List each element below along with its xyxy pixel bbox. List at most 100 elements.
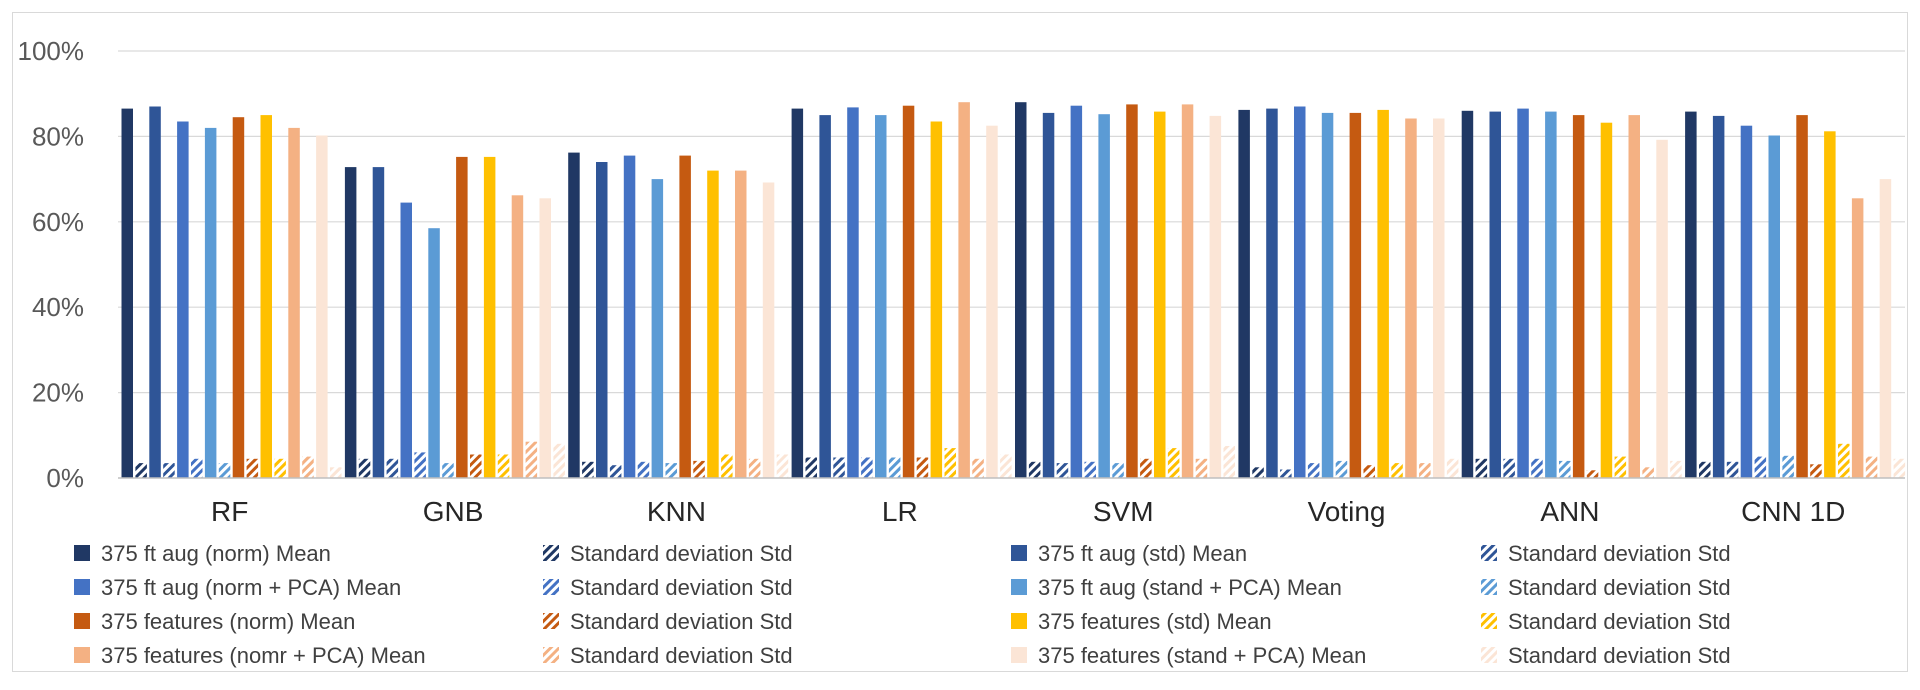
bar-svm-series-8 [1126, 104, 1138, 479]
bar-rf-series-2 [149, 106, 161, 478]
bar-ann-series-8 [1572, 115, 1585, 478]
bar-knn-series-4 [623, 155, 636, 478]
bar-gnb-series-13 [525, 441, 538, 478]
bar-rf-series-4 [177, 121, 189, 478]
bar-lr-series-9 [916, 457, 929, 478]
legend-item: Standard deviation Std [543, 541, 793, 566]
bar-svm-series-12 [1181, 104, 1194, 479]
bar-svm-series-6 [1098, 114, 1110, 478]
bar-knn-series-9 [693, 460, 705, 478]
bar-voting-series-3 [1280, 469, 1292, 478]
legend-swatch [543, 613, 559, 629]
bar-svm-series-13 [1195, 458, 1208, 478]
bar-ann-series-0 [1461, 110, 1474, 479]
legend-swatch [543, 579, 559, 595]
bar-ann-series-3 [1503, 458, 1515, 478]
bar-lr-series-4 [847, 107, 859, 479]
bar-knn-series-11 [721, 454, 733, 478]
bar-lr-series-11 [944, 448, 956, 478]
category-label: KNN [647, 496, 706, 527]
bar-cnn-1d-series-12 [1851, 198, 1864, 479]
legend-swatch [1481, 613, 1497, 629]
bar-cnn-1d-series-4 [1740, 125, 1753, 478]
bar-rf-series-0 [121, 108, 133, 478]
bar-rf-series-9 [246, 458, 259, 478]
bar-ann-series-13 [1642, 467, 1654, 478]
bar-cnn-1d-series-13 [1865, 456, 1878, 478]
bar-knn-series-13 [748, 458, 761, 478]
bar-ann-series-4 [1517, 108, 1529, 478]
bar-cnn-1d-series-6 [1768, 135, 1780, 478]
bar-gnb-series-10 [483, 156, 496, 478]
category-label: RF [211, 496, 248, 527]
bar-cnn-1d-series-0 [1685, 111, 1697, 478]
y-tick-label: 100% [18, 36, 85, 66]
bar-gnb-series-3 [386, 458, 399, 478]
bar-gnb-series-6 [428, 228, 440, 478]
bar-svm-series-3 [1056, 463, 1069, 478]
y-tick-label: 0% [46, 463, 84, 493]
bar-lr-series-13 [972, 458, 984, 478]
legend-label: 375 ft aug (norm) Mean [101, 541, 331, 566]
bar-voting-series-4 [1294, 106, 1306, 478]
legend-label: Standard deviation Std [1508, 609, 1731, 634]
bar-gnb-series-0 [344, 167, 357, 478]
bar-rf-series-15 [330, 467, 342, 478]
legend-item: Standard deviation Std [543, 575, 793, 600]
y-tick-label: 80% [32, 121, 84, 151]
bar-svm-series-10 [1154, 111, 1166, 478]
bar-cnn-1d-series-15 [1893, 458, 1906, 478]
legend-item: 375 ft aug (stand + PCA) Mean [1011, 575, 1342, 600]
legend-label: 375 features (norm) Mean [101, 609, 355, 634]
bar-lr-series-7 [888, 457, 901, 478]
category-label: CNN 1D [1741, 496, 1845, 527]
bar-voting-series-5 [1307, 463, 1320, 478]
bar-knn-series-2 [596, 162, 608, 478]
bar-ann-series-6 [1545, 111, 1557, 478]
bar-ann-series-14 [1656, 139, 1668, 479]
legend-swatch [1481, 579, 1497, 595]
bar-voting-series-6 [1321, 112, 1334, 479]
bar-knn-series-15 [776, 454, 789, 478]
bar-rf-series-12 [288, 127, 300, 479]
bar-ann-series-10 [1600, 122, 1613, 478]
legend-swatch [74, 613, 90, 629]
bar-voting-series-7 [1335, 460, 1348, 478]
legend-item: Standard deviation Std [543, 609, 793, 634]
legend-swatch [1011, 579, 1027, 595]
category-label: LR [882, 496, 918, 527]
bar-gnb-series-4 [400, 202, 412, 478]
bar-gnb-series-1 [358, 458, 371, 478]
bar-lr-series-5 [861, 457, 873, 478]
legend-label: 375 features (std) Mean [1038, 609, 1272, 634]
bar-knn-series-8 [679, 155, 691, 478]
bar-rf-series-7 [218, 463, 231, 478]
bar-voting-series-2 [1266, 108, 1278, 478]
bar-cnn-1d-series-10 [1824, 131, 1836, 479]
legend-item: 375 ft aug (norm) Mean [74, 541, 331, 566]
bar-knn-series-5 [637, 461, 650, 478]
bar-cnn-1d-series-2 [1712, 115, 1725, 479]
bar-voting-series-10 [1377, 109, 1389, 479]
bar-cnn-1d-series-5 [1754, 456, 1767, 478]
bar-knn-series-7 [665, 463, 677, 478]
legend-swatch [74, 647, 90, 663]
bar-voting-series-11 [1391, 463, 1403, 478]
bar-voting-series-9 [1363, 465, 1375, 478]
bar-cnn-1d-series-11 [1838, 443, 1850, 478]
y-tick-label: 40% [32, 292, 84, 322]
legend-label: 375 features (stand + PCA) Mean [1038, 643, 1366, 668]
legend-item: 375 ft aug (std) Mean [1011, 541, 1247, 566]
bar-ann-series-7 [1559, 460, 1571, 478]
bar-lr-series-2 [819, 115, 831, 478]
legend-label: Standard deviation Std [1508, 541, 1731, 566]
bar-gnb-series-12 [511, 195, 524, 479]
bar-cnn-1d-series-8 [1796, 115, 1808, 478]
y-tick-label: 60% [32, 207, 84, 237]
legend-swatch [543, 647, 559, 663]
bar-lr-series-10 [930, 121, 943, 478]
bar-cnn-1d-series-7 [1782, 455, 1794, 478]
bar-rf-series-10 [260, 115, 272, 478]
bar-gnb-series-9 [470, 454, 482, 478]
